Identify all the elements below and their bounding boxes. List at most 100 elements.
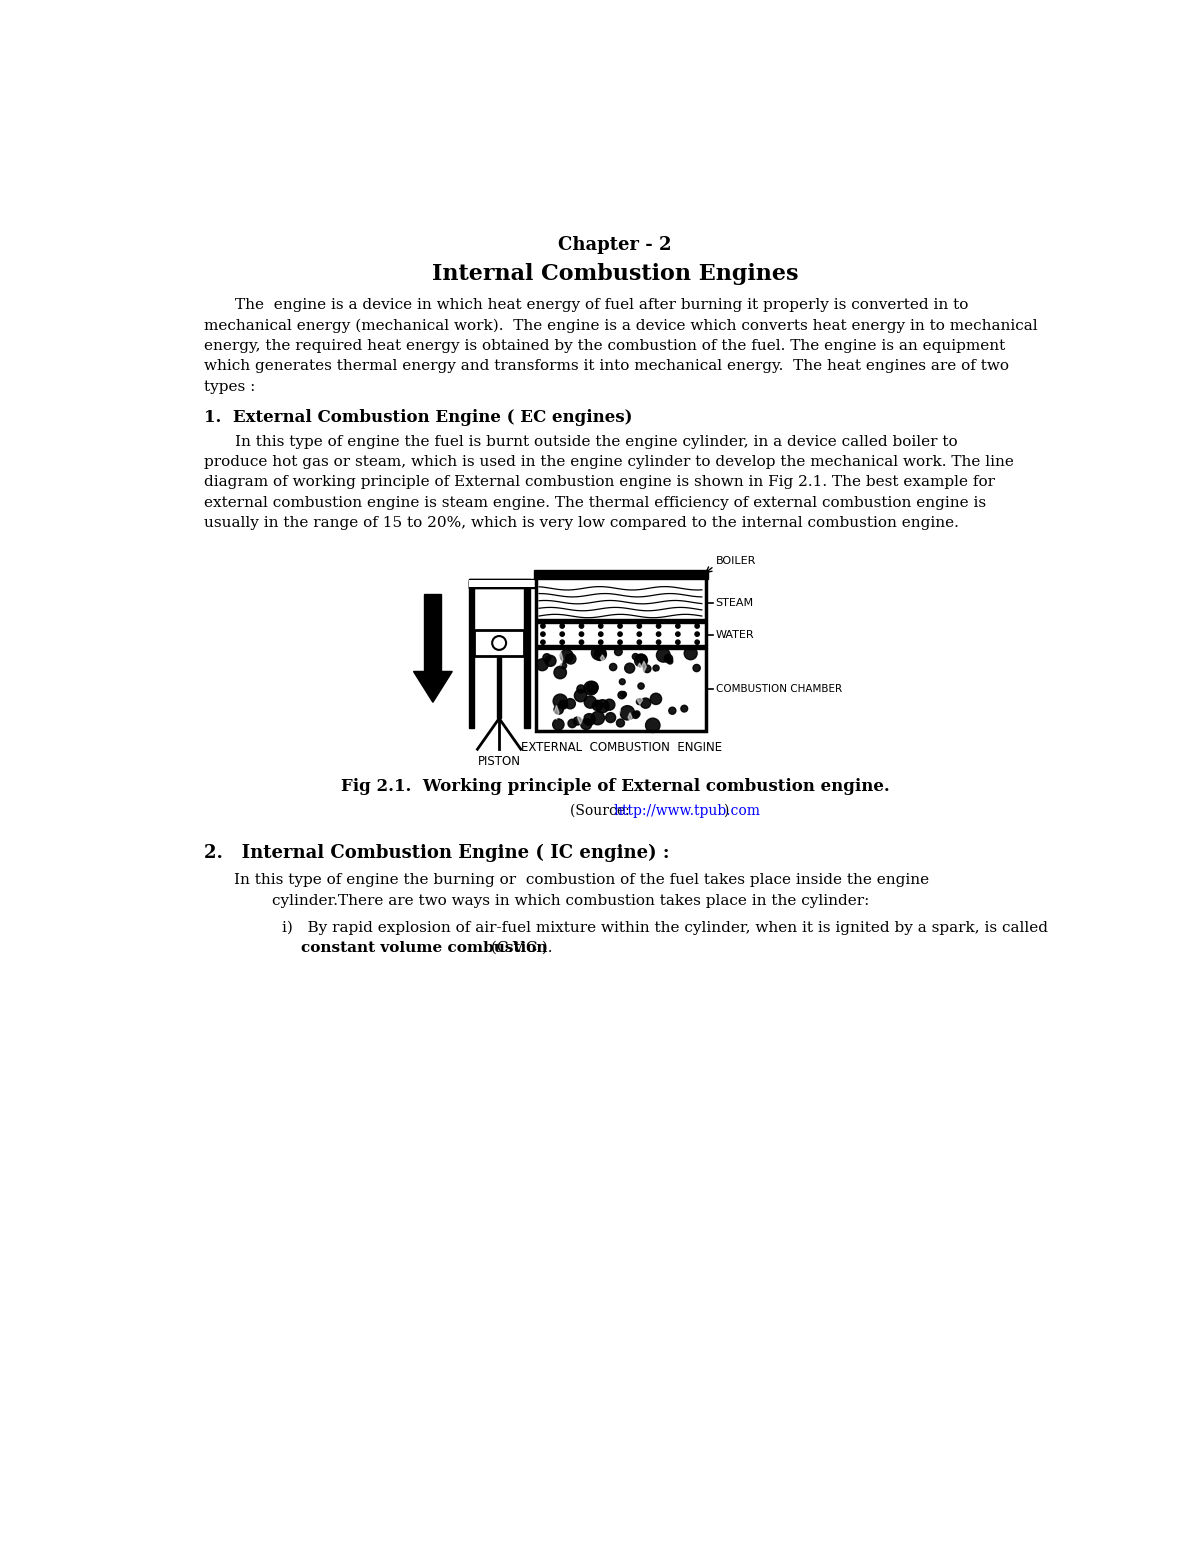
Bar	[468, 579, 529, 589]
Circle shape	[665, 654, 672, 663]
Polygon shape	[559, 652, 563, 666]
Circle shape	[646, 717, 660, 733]
Circle shape	[593, 700, 602, 711]
Polygon shape	[654, 671, 660, 685]
Circle shape	[668, 707, 676, 714]
Text: The  engine is a device in which heat energy of fuel after burning it properly i: The engine is a device in which heat ene…	[235, 298, 968, 312]
Text: COMBUSTION CHAMBER: COMBUSTION CHAMBER	[715, 683, 842, 694]
Circle shape	[596, 700, 610, 713]
Bar	[474, 631, 524, 655]
Text: i)   By rapid explosion of air-fuel mixture within the cylinder, when it is igni: i) By rapid explosion of air-fuel mixtur…	[282, 921, 1048, 935]
Circle shape	[584, 682, 598, 696]
Polygon shape	[577, 710, 583, 725]
Polygon shape	[576, 669, 580, 677]
Text: In this type of engine the fuel is burnt outside the engine cylinder, in a devic: In this type of engine the fuel is burnt…	[235, 435, 958, 449]
Circle shape	[695, 624, 700, 627]
Circle shape	[536, 658, 548, 671]
Circle shape	[667, 658, 673, 665]
Circle shape	[560, 624, 564, 627]
Circle shape	[680, 705, 688, 711]
Text: mechanical energy (mechanical work).  The engine is a device which converts heat: mechanical energy (mechanical work). The…	[204, 318, 1038, 332]
Polygon shape	[617, 704, 620, 716]
Circle shape	[560, 663, 566, 669]
Text: produce hot gas or steam, which is used in the engine cylinder to develop the me: produce hot gas or steam, which is used …	[204, 455, 1014, 469]
Text: STEAM: STEAM	[715, 598, 754, 607]
Polygon shape	[554, 705, 559, 719]
Circle shape	[618, 691, 625, 699]
Polygon shape	[414, 671, 452, 702]
Circle shape	[541, 632, 545, 637]
Text: usually in the range of 15 to 20%, which is very low compared to the internal co: usually in the range of 15 to 20%, which…	[204, 516, 959, 530]
Circle shape	[541, 640, 545, 644]
Circle shape	[694, 665, 701, 671]
Circle shape	[618, 632, 623, 637]
Circle shape	[592, 646, 606, 660]
Circle shape	[575, 690, 587, 702]
Circle shape	[650, 693, 661, 705]
Circle shape	[584, 696, 596, 708]
Text: Internal Combustion Engines: Internal Combustion Engines	[432, 264, 798, 286]
Circle shape	[632, 711, 638, 719]
Circle shape	[545, 655, 556, 666]
Text: http://www.tpub.com: http://www.tpub.com	[613, 804, 761, 818]
Circle shape	[580, 624, 583, 627]
Circle shape	[592, 711, 605, 725]
Bar	[468, 581, 706, 587]
Circle shape	[554, 705, 563, 714]
Circle shape	[610, 663, 617, 671]
Circle shape	[656, 640, 661, 644]
Circle shape	[568, 719, 576, 728]
Circle shape	[653, 665, 659, 671]
Polygon shape	[578, 651, 583, 660]
Polygon shape	[631, 674, 636, 679]
Bar	[534, 570, 708, 579]
Text: constant volume combustion: constant volume combustion	[301, 941, 547, 955]
Text: diagram of working principle of External combustion engine is shown in Fig 2.1. : diagram of working principle of External…	[204, 475, 995, 489]
Bar	[524, 581, 529, 728]
Circle shape	[695, 640, 700, 644]
Circle shape	[684, 648, 697, 660]
Circle shape	[560, 649, 574, 663]
Circle shape	[637, 632, 642, 637]
Circle shape	[565, 654, 576, 665]
Circle shape	[620, 691, 626, 697]
Text: WATER: WATER	[715, 629, 755, 640]
Circle shape	[580, 632, 583, 637]
Text: PISTON: PISTON	[478, 755, 521, 767]
Circle shape	[565, 699, 575, 708]
Bar	[536, 575, 707, 731]
Polygon shape	[642, 662, 647, 672]
Circle shape	[638, 683, 644, 690]
Circle shape	[583, 713, 595, 725]
Circle shape	[643, 665, 650, 672]
Text: In this type of engine the burning or  combustion of the fuel takes place inside: In this type of engine the burning or co…	[234, 873, 929, 887]
Polygon shape	[600, 655, 605, 662]
Circle shape	[637, 654, 647, 665]
Circle shape	[619, 679, 625, 685]
Circle shape	[637, 624, 642, 627]
Circle shape	[618, 624, 623, 627]
Text: cylinder.There are two ways in which combustion takes place in the cylinder:: cylinder.There are two ways in which com…	[272, 893, 870, 907]
Circle shape	[676, 640, 680, 644]
Bar	[536, 618, 707, 623]
Text: which generates thermal energy and transforms it into mechanical energy.  The he: which generates thermal energy and trans…	[204, 359, 1009, 373]
Text: 2.   Internal Combustion Engine ( IC engine) :: 2. Internal Combustion Engine ( IC engin…	[204, 843, 670, 862]
Circle shape	[625, 663, 635, 672]
Text: (C.V.C.).: (C.V.C.).	[486, 941, 552, 955]
Circle shape	[542, 654, 551, 662]
Polygon shape	[637, 663, 642, 674]
Polygon shape	[576, 676, 581, 682]
Text: 1.  External Combustion Engine ( EC engines): 1. External Combustion Engine ( EC engin…	[204, 410, 632, 426]
Text: external combustion engine is steam engine. The thermal efficiency of external c: external combustion engine is steam engi…	[204, 495, 986, 509]
Circle shape	[541, 624, 545, 627]
Circle shape	[676, 632, 680, 637]
Circle shape	[560, 632, 564, 637]
Circle shape	[620, 705, 635, 721]
Circle shape	[553, 719, 564, 730]
Circle shape	[580, 640, 583, 644]
Circle shape	[618, 640, 623, 644]
Circle shape	[634, 711, 640, 717]
Polygon shape	[544, 711, 547, 722]
Circle shape	[581, 719, 592, 730]
Text: (Source:: (Source:	[570, 804, 634, 818]
